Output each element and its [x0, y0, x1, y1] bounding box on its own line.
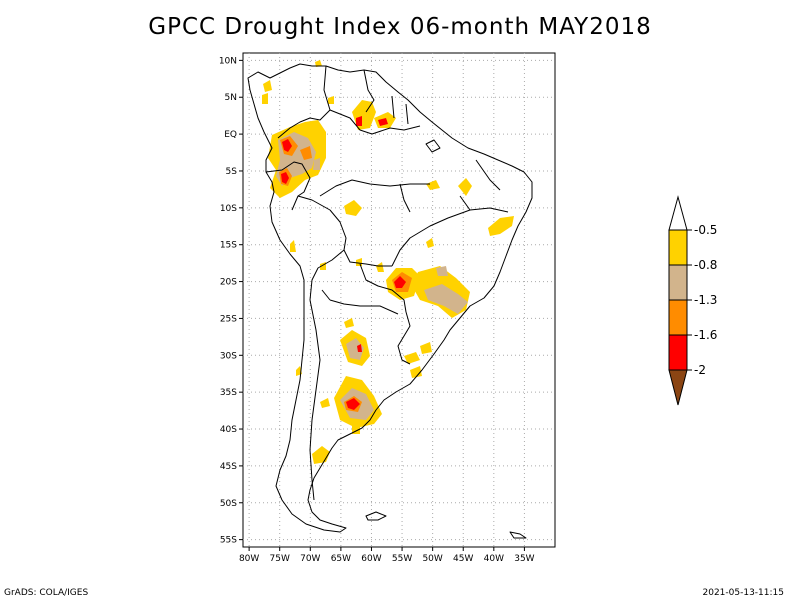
- lon-tick-label: 65W: [331, 554, 351, 564]
- lat-tick-label: 10N: [219, 56, 237, 66]
- footer-timestamp: 2021-05-13-11:15: [702, 588, 785, 598]
- footer-credit: GrADS: COLA/IGES: [4, 588, 89, 598]
- map-title: GPCC Drought Index 06-month MAY2018: [148, 14, 652, 40]
- colorbar-orange: [668, 299, 688, 336]
- lat-tick-label: EQ: [224, 130, 237, 140]
- lat-tick-label: 35S: [220, 388, 237, 398]
- lat-tick-label: 20S: [220, 278, 237, 288]
- lat-tick-label: 10S: [220, 204, 237, 214]
- lon-tick-label: 70W: [300, 554, 320, 564]
- colorbar-label: -1.3: [694, 293, 717, 307]
- lat-tick-label: 5S: [226, 167, 238, 177]
- map-axes: 80W 75W 70W 65W 60W 55W 50W 45W 40W 35W 10N 5N EQ 5S 1…: [219, 56, 535, 564]
- colorbar-red: [668, 334, 688, 371]
- colorbar-label: -0.5: [694, 223, 717, 237]
- colorbar-tan: [668, 264, 688, 301]
- colorbar-label: -1.6: [694, 328, 717, 342]
- colorbar: -0.5 -0.8 -1.3 -1.6 -2: [668, 195, 717, 406]
- lon-tick-label: 60W: [361, 554, 381, 564]
- lat-tick-label: 45S: [220, 462, 237, 472]
- lat-tick-label: 15S: [220, 241, 237, 251]
- lon-tick-label: 35W: [514, 554, 534, 564]
- colorbar-brown-cap: [668, 369, 688, 406]
- colorbar-label: -2: [694, 363, 706, 377]
- lon-tick-label: 55W: [392, 554, 412, 564]
- colorbar-yellow: [668, 229, 688, 266]
- drought-shading: [262, 60, 514, 464]
- lon-tick-label: 40W: [484, 554, 504, 564]
- lat-tick-label: 30S: [220, 351, 237, 361]
- coastline: [247, 63, 533, 539]
- colorbar-label: -0.8: [694, 258, 717, 272]
- lat-tick-label: 40S: [220, 425, 237, 435]
- lon-tick-label: 80W: [239, 554, 259, 564]
- lon-tick-label: 45W: [453, 554, 473, 564]
- lat-tick-label: 50S: [220, 499, 237, 509]
- lat-tick-label: 25S: [220, 314, 237, 324]
- lon-tick-label: 75W: [270, 554, 290, 564]
- lat-tick-label: 55S: [220, 536, 237, 546]
- colorbar-white-cap: [668, 195, 688, 231]
- lat-tick-label: 5N: [225, 93, 237, 103]
- lon-tick-label: 50W: [422, 554, 442, 564]
